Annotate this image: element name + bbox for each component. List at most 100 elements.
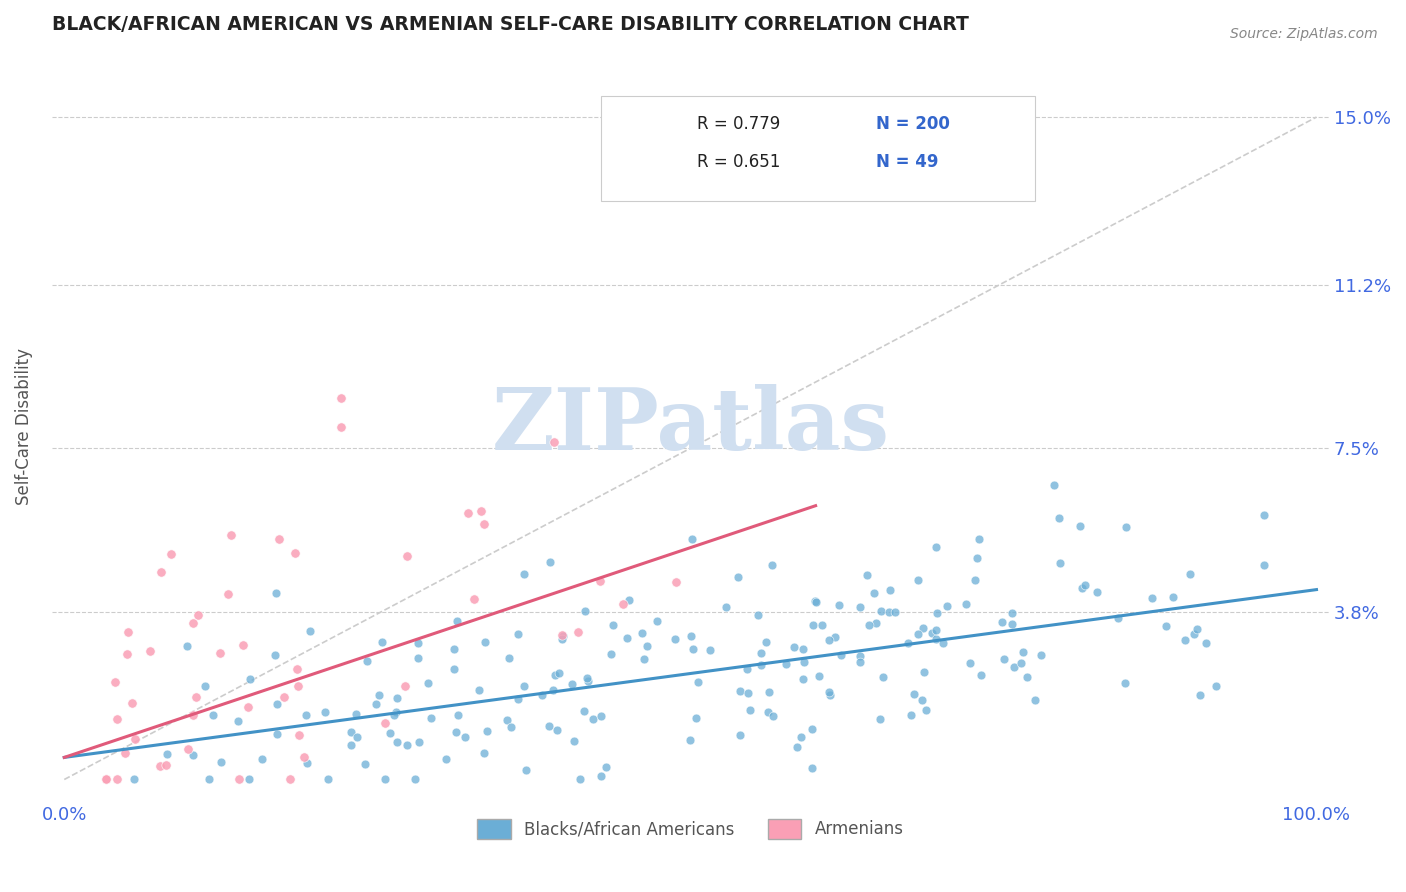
Point [266, 697, 288, 711]
Point [176, 639, 198, 653]
Point [463, 592, 485, 607]
Point [818, 685, 841, 699]
Point [538, 555, 561, 569]
Point [546, 723, 568, 737]
Point [160, 547, 183, 561]
Point [616, 632, 638, 646]
Point [239, 672, 262, 686]
Point [1185, 622, 1208, 636]
Point [792, 641, 814, 656]
Point [508, 691, 530, 706]
Point [903, 687, 925, 701]
Point [444, 725, 467, 739]
Point [201, 707, 224, 722]
Point [115, 648, 138, 662]
Point [156, 747, 179, 761]
Point [869, 712, 891, 726]
Point [105, 712, 128, 726]
Point [117, 624, 139, 639]
Point [804, 594, 827, 608]
Point [1184, 626, 1206, 640]
Point [443, 662, 465, 676]
Point [1002, 660, 1025, 674]
Point [104, 675, 127, 690]
Point [1195, 636, 1218, 650]
Point [1010, 656, 1032, 670]
Point [801, 760, 824, 774]
Point [572, 704, 595, 718]
Point [374, 772, 396, 787]
Point [561, 677, 583, 691]
Point [385, 734, 408, 748]
Point [925, 540, 948, 554]
Point [356, 654, 378, 668]
Point [591, 769, 613, 783]
Point [1001, 617, 1024, 632]
Point [749, 646, 772, 660]
Point [830, 648, 852, 662]
Point [927, 606, 949, 620]
Point [176, 742, 198, 756]
Point [936, 599, 959, 613]
Point [1085, 585, 1108, 599]
Point [498, 651, 520, 665]
Point [208, 646, 231, 660]
Point [368, 688, 391, 702]
Point [295, 707, 318, 722]
Point [149, 759, 172, 773]
Point [932, 636, 955, 650]
Point [434, 752, 457, 766]
Point [1001, 606, 1024, 620]
Point [420, 711, 443, 725]
Point [775, 657, 797, 671]
Point [263, 648, 285, 662]
Point [499, 720, 522, 734]
Point [855, 567, 877, 582]
Point [371, 634, 394, 648]
Point [238, 772, 260, 787]
Point [404, 772, 426, 787]
Text: ZIPatlas: ZIPatlas [491, 384, 890, 468]
Point [496, 714, 519, 728]
Point [273, 690, 295, 705]
Point [728, 684, 751, 698]
Point [1161, 590, 1184, 604]
Point [1074, 577, 1097, 591]
Point [1173, 633, 1195, 648]
Point [869, 603, 891, 617]
Point [688, 675, 710, 690]
Point [394, 679, 416, 693]
Point [567, 624, 589, 639]
Point [967, 532, 990, 546]
Point [1015, 670, 1038, 684]
Point [149, 565, 172, 579]
Point [374, 716, 396, 731]
Point [863, 586, 886, 600]
Point [94, 772, 117, 787]
Text: R = 0.779: R = 0.779 [697, 115, 780, 134]
Point [299, 624, 322, 639]
Point [287, 728, 309, 742]
Point [897, 636, 920, 650]
Point [925, 632, 948, 647]
Point [1047, 510, 1070, 524]
Point [679, 732, 702, 747]
Point [575, 672, 598, 686]
Point [457, 506, 479, 520]
Point [911, 693, 934, 707]
Point [139, 643, 162, 657]
Point [804, 595, 827, 609]
Point [548, 665, 571, 680]
Point [991, 615, 1014, 629]
Point [385, 690, 408, 705]
Point [600, 648, 623, 662]
Point [1071, 581, 1094, 595]
Point [1205, 679, 1227, 693]
Point [818, 632, 841, 647]
Point [181, 708, 204, 723]
Point [378, 726, 401, 740]
Point [824, 630, 846, 644]
Point [801, 617, 824, 632]
Point [685, 711, 707, 725]
Point [198, 772, 221, 787]
